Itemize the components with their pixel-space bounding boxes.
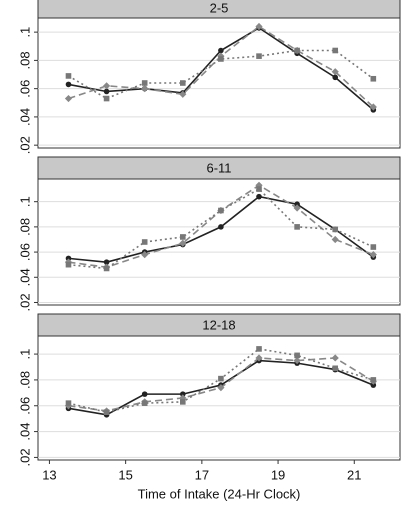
y-tick-label: .1 — [17, 196, 32, 207]
series-line — [68, 49, 374, 100]
marker — [217, 384, 225, 392]
marker — [141, 239, 148, 245]
marker — [65, 255, 72, 262]
y-tick-label: .02 — [17, 448, 32, 466]
x-tick-label: 21 — [347, 467, 361, 482]
marker — [370, 377, 377, 383]
marker — [65, 261, 72, 268]
marker — [103, 409, 110, 416]
marker — [294, 47, 300, 54]
marker — [256, 186, 262, 192]
y-tick-label: .08 — [17, 218, 32, 236]
marker — [293, 356, 301, 365]
marker — [255, 354, 263, 362]
marker — [141, 400, 148, 406]
marker — [65, 400, 72, 406]
panel-title: 12-18 — [202, 317, 235, 332]
marker — [331, 68, 339, 76]
marker — [294, 352, 300, 359]
marker — [369, 103, 377, 111]
marker — [141, 80, 148, 86]
marker — [294, 201, 300, 207]
marker — [179, 90, 187, 98]
marker — [103, 88, 110, 95]
marker — [256, 193, 262, 200]
y-tick-label: .04 — [17, 108, 32, 126]
marker — [103, 265, 110, 272]
y-tick-label: .02 — [17, 293, 32, 311]
y-tick-label: .1 — [17, 27, 32, 38]
marker — [331, 235, 339, 244]
marker — [64, 94, 73, 103]
marker — [180, 80, 186, 86]
y-tick-label: .06 — [17, 80, 32, 98]
y-tick-label: .06 — [17, 243, 32, 261]
marker — [103, 259, 110, 265]
panel-title: 2-5 — [210, 0, 229, 15]
plot-frame — [37, 178, 401, 306]
marker — [294, 224, 300, 230]
marker — [256, 346, 262, 352]
marker — [332, 47, 339, 54]
marker — [332, 74, 339, 81]
y-tick-label: .04 — [17, 423, 32, 441]
marker — [180, 399, 186, 405]
marker — [370, 75, 377, 82]
marker — [332, 365, 339, 372]
plot-frame — [37, 17, 401, 149]
panel-title: 6-11 — [206, 160, 231, 175]
marker — [141, 85, 149, 93]
marker — [103, 95, 110, 102]
marker — [218, 375, 224, 382]
marker — [141, 391, 148, 397]
y-tick-label: .02 — [17, 136, 32, 154]
y-tick-label: .06 — [17, 397, 32, 415]
marker — [255, 181, 263, 189]
marker — [102, 82, 111, 90]
marker — [141, 251, 149, 259]
marker — [255, 22, 263, 31]
marker — [218, 207, 224, 214]
y-tick-label: .04 — [17, 268, 32, 286]
marker — [180, 234, 186, 240]
marker — [65, 81, 72, 88]
x-tick-label: 17 — [195, 467, 209, 482]
marker — [293, 204, 301, 212]
marker — [218, 47, 224, 54]
marker — [370, 382, 377, 388]
marker — [369, 251, 377, 259]
marker — [180, 391, 186, 397]
x-tick-label: 13 — [42, 467, 56, 482]
marker — [331, 354, 339, 362]
plot-frame — [37, 335, 401, 461]
marker — [179, 239, 187, 247]
y-tick-label: .08 — [17, 371, 32, 389]
marker — [256, 53, 262, 59]
y-tick-label: .1 — [17, 349, 32, 360]
x-tick-label: 15 — [118, 467, 132, 482]
marker — [218, 56, 224, 62]
y-tick-label: .08 — [17, 51, 32, 69]
marker — [218, 224, 224, 230]
x-axis-label: Time of Intake (24-Hr Clock) — [138, 486, 301, 501]
marker — [65, 73, 72, 79]
marker — [370, 244, 377, 250]
marker — [332, 226, 339, 233]
x-tick-label: 19 — [271, 467, 285, 482]
